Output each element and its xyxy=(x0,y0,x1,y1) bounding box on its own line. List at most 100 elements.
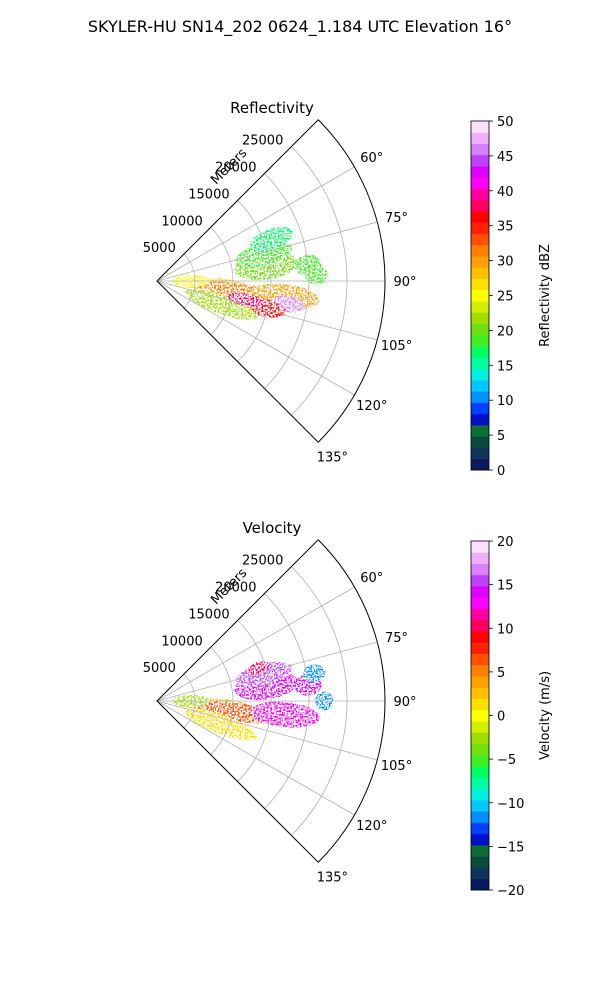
colorbar-segment xyxy=(471,777,489,790)
colorbar-segment xyxy=(471,132,489,144)
radial-tick-label: 10000 xyxy=(161,634,202,649)
colorbar-segment xyxy=(471,788,489,801)
panel-title: Reflectivity xyxy=(230,99,314,117)
colorbar-segment xyxy=(471,822,489,835)
angular-grid-line xyxy=(156,641,378,702)
colorbar-segment xyxy=(471,121,489,133)
colorbar-segment xyxy=(471,334,489,347)
velocity-panel: Velocity 5000 10000 15000 20000 25000 60° 75° 90… xyxy=(143,519,553,899)
colorbar-tick-label: 25 xyxy=(497,290,514,305)
echo-cell xyxy=(247,661,270,675)
colorbar-segment xyxy=(471,447,489,460)
reflectivity-panel: Reflectivity 5000 10000 15000 20000 25000 60° 7… xyxy=(143,99,553,479)
colorbar-segment xyxy=(471,267,489,280)
angle-tick-label: 135° xyxy=(317,450,348,465)
echo-layer xyxy=(172,661,334,741)
colorbar-segment xyxy=(471,563,489,576)
angular-grid-line xyxy=(156,280,378,341)
colorbar-segment xyxy=(471,301,489,313)
colorbar-segment xyxy=(471,687,489,700)
angular-grid-line xyxy=(156,221,378,282)
colorbar-tick-label: −15 xyxy=(497,840,524,855)
colorbar-segment xyxy=(471,391,489,403)
colorbar: −20 −15 −10 −5 0 5 10 15 20 Velocity (m/s) xyxy=(470,535,553,899)
panel-title: Velocity xyxy=(243,519,302,537)
angular-grid-line xyxy=(156,700,378,761)
colorbar-segment xyxy=(471,188,489,201)
echo-cell xyxy=(185,708,258,741)
angle-tick-label: 120° xyxy=(356,399,387,414)
colorbar-tick-label: 35 xyxy=(497,220,514,235)
colorbar-segment xyxy=(471,867,489,880)
echo-layer xyxy=(172,227,328,321)
colorbar-segment xyxy=(471,811,489,823)
angle-tick-label: 60° xyxy=(360,151,383,166)
colorbar-segment xyxy=(471,574,489,587)
colorbar-segment xyxy=(471,424,489,437)
colorbar-tick-label: −5 xyxy=(497,753,516,768)
colorbar-tick-label: −10 xyxy=(497,797,524,812)
sector-outline xyxy=(156,119,386,443)
sector-outline xyxy=(156,539,386,863)
echo-cell xyxy=(302,664,326,683)
colorbar-segment xyxy=(471,664,489,677)
angular-grid-line xyxy=(156,700,355,816)
echo-cell xyxy=(235,241,293,267)
colorbar-tick-label: 15 xyxy=(497,579,514,594)
echo-cell xyxy=(251,701,320,728)
colorbar-segment xyxy=(471,211,489,223)
angle-tick-label: 135° xyxy=(317,870,348,885)
colorbar-tick-label: 40 xyxy=(497,185,514,200)
colorbar-tick-label: 5 xyxy=(497,429,505,444)
colorbar-segment xyxy=(471,653,489,666)
colorbar-label: Reflectivity dBZ xyxy=(538,244,553,347)
colorbar-segment xyxy=(471,357,489,370)
colorbar-segment xyxy=(471,346,489,358)
colorbar-segment xyxy=(471,278,489,291)
colorbar-segment xyxy=(471,676,489,688)
colorbar-segment xyxy=(471,799,489,812)
colorbar-tick-label: 50 xyxy=(497,115,514,130)
radial-tick-label: 5000 xyxy=(143,241,176,256)
radial-tick-label: 25000 xyxy=(242,134,283,149)
colorbar-tick-label: −20 xyxy=(497,884,524,899)
colorbar-segment xyxy=(471,222,489,234)
colorbar-segment xyxy=(471,642,489,654)
colorbar-tick-label: 5 xyxy=(497,666,505,681)
colorbar-segment xyxy=(471,154,489,167)
radial-tick-label: 20000 xyxy=(215,581,256,596)
colorbar-label: Velocity (m/s) xyxy=(538,671,553,760)
colorbar-segment xyxy=(471,289,489,302)
colorbar-segment xyxy=(471,631,489,643)
colorbar-segment xyxy=(471,743,489,756)
colorbar-segment xyxy=(471,413,489,426)
angle-tick-label: 60° xyxy=(360,571,383,586)
radial-tick-label: 15000 xyxy=(188,607,229,622)
colorbar-tick-label: 0 xyxy=(497,710,505,725)
colorbar-segment xyxy=(471,856,489,868)
colorbar-segment xyxy=(471,541,489,553)
figure-title: SKYLER-HU SN14_202 0624_1.184 UTC Elevat… xyxy=(88,17,512,37)
colorbar-segment xyxy=(471,833,489,846)
colorbar-tick-label: 10 xyxy=(497,622,514,637)
colorbar-segment xyxy=(471,844,489,857)
colorbar-segment xyxy=(471,436,489,448)
angular-grid-line xyxy=(156,166,355,282)
colorbar-tick-label: 15 xyxy=(497,359,514,374)
colorbar-segment xyxy=(471,379,489,392)
colorbar-segment xyxy=(471,709,489,722)
radial-tick-label: 15000 xyxy=(188,187,229,202)
colorbar-segment xyxy=(471,552,489,564)
colorbar-segment xyxy=(471,244,489,257)
colorbar-segment xyxy=(471,878,489,891)
colorbar-segment xyxy=(471,458,489,471)
colorbar-tick-label: 45 xyxy=(497,150,514,165)
colorbar-segment xyxy=(471,233,489,246)
colorbar-segment xyxy=(471,177,489,189)
radial-tick-label: 20000 xyxy=(215,161,256,176)
colorbar-segment xyxy=(471,619,489,632)
colorbar-tick-label: 0 xyxy=(497,464,505,479)
colorbar-segment xyxy=(471,402,489,415)
angle-tick-label: 105° xyxy=(381,339,412,354)
